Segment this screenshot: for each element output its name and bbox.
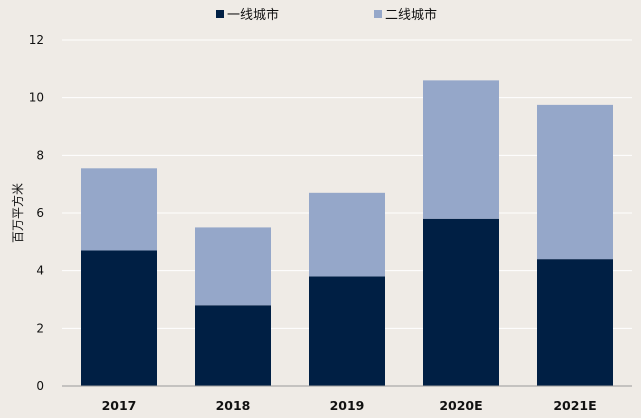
y-tick-label: 4 [36, 264, 44, 278]
legend-swatch [374, 10, 382, 18]
x-tick-label: 2021E [553, 398, 596, 413]
y-tick-label: 12 [29, 33, 44, 47]
bars [81, 80, 613, 386]
x-tick-label: 2020E [439, 398, 482, 413]
bar-segment-tier1 [537, 259, 613, 386]
y-tick-label: 6 [36, 206, 44, 220]
bar-segment-tier1 [423, 218, 499, 386]
bar-segment-tier2 [423, 80, 499, 219]
bar-segment-tier1 [309, 276, 385, 386]
legend-label: 一线城市 [227, 7, 279, 23]
bar-segment-tier2 [309, 192, 385, 277]
legend: 一线城市 二线城市 [216, 7, 437, 23]
y-tick-label: 0 [36, 379, 44, 393]
x-tick-label: 2019 [330, 398, 365, 413]
legend-swatch [216, 10, 224, 18]
x-tick-label: 2017 [102, 398, 137, 413]
y-axis-ticks: 0 2 4 6 8 10 12 [29, 33, 44, 393]
bar-segment-tier2 [81, 168, 157, 251]
bar-segment-tier1 [81, 250, 157, 386]
x-tick-label: 2018 [216, 398, 251, 413]
y-tick-label: 2 [36, 321, 44, 335]
y-axis-label: 百万平方米 [10, 183, 25, 243]
y-tick-label: 10 [29, 91, 44, 105]
legend-label: 二线城市 [385, 7, 437, 23]
x-axis-ticks: 2017 2018 2019 2020E 2021E [102, 398, 597, 413]
y-tick-label: 8 [36, 148, 44, 162]
bar-segment-tier2 [195, 227, 271, 306]
bar-segment-tier2 [537, 104, 613, 260]
bar-segment-tier1 [195, 305, 271, 386]
